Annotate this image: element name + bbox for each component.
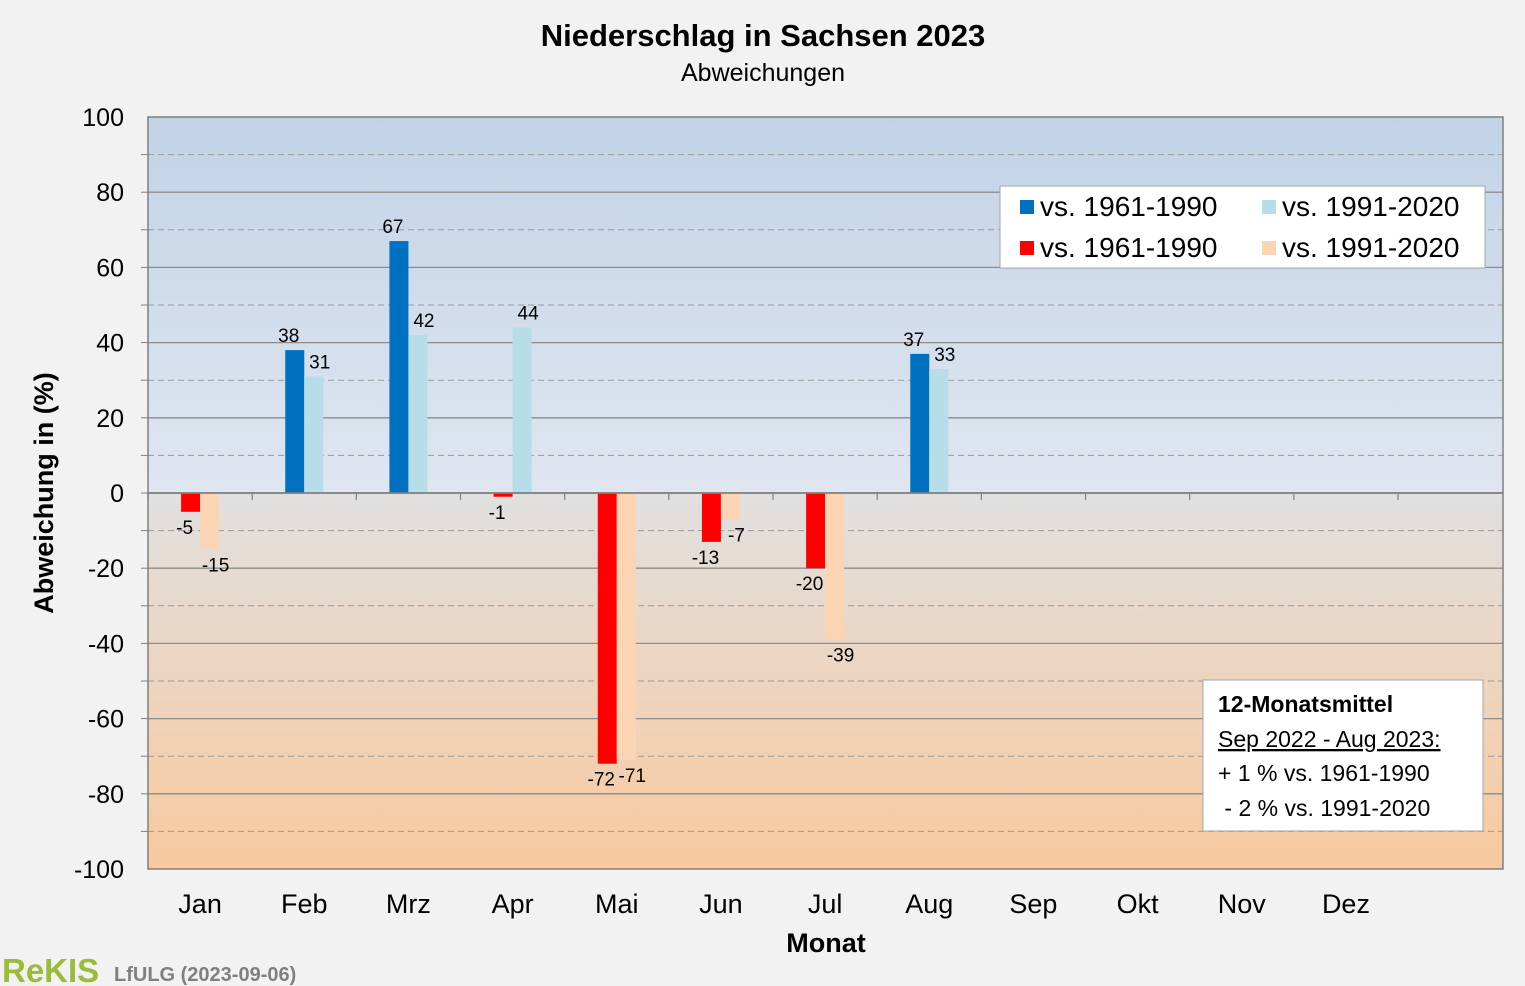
plot-border xyxy=(147,116,1504,870)
y-tick-label: -80 xyxy=(88,781,124,809)
bar xyxy=(493,493,513,497)
bar xyxy=(616,493,636,760)
x-tick-label: Mrz xyxy=(386,889,431,919)
legend-swatch xyxy=(1262,241,1276,255)
annotation-line-2: - 2 % vs. 1991-2020 xyxy=(1218,795,1430,821)
x-tick-label: Jun xyxy=(699,889,743,919)
y-axis-label: Abweichung in (%) xyxy=(29,372,59,613)
y-tick-label: -40 xyxy=(88,630,124,658)
annotation-frame xyxy=(1202,679,1484,832)
y-tick-label: -60 xyxy=(88,706,124,734)
bar xyxy=(910,353,930,493)
x-tick-label: Okt xyxy=(1117,889,1160,919)
x-tick-label: Sep xyxy=(1009,889,1057,919)
data-label: -5 xyxy=(176,518,193,539)
legend-label: vs. 1961-1990 xyxy=(1040,191,1217,222)
data-label: 42 xyxy=(413,311,434,332)
y-tick-label: -100 xyxy=(74,856,124,884)
data-label: 31 xyxy=(309,352,330,373)
bar xyxy=(597,493,617,764)
data-label: -39 xyxy=(827,646,854,667)
annotation-box: 12-Monatsmittel Sep 2022 - Aug 2023: + 1… xyxy=(1202,679,1484,832)
annotation-period: Sep 2022 - Aug 2023: xyxy=(1218,726,1441,752)
x-tick-label: Feb xyxy=(281,889,328,919)
bar xyxy=(181,493,201,512)
bar xyxy=(304,376,324,493)
legend-label: vs. 1991-2020 xyxy=(1282,232,1459,263)
bar xyxy=(200,493,220,550)
x-tick-label: Jul xyxy=(808,889,843,919)
bar xyxy=(929,368,949,493)
data-label: -71 xyxy=(619,766,646,787)
bar xyxy=(825,493,845,640)
bar xyxy=(806,493,826,569)
bar xyxy=(408,335,428,493)
y-axis-ticks: 100 80 60 40 20 0 -20 -40 -60 -80 -100 xyxy=(74,104,124,884)
y-tick-label: 80 xyxy=(96,179,124,207)
legend-swatch xyxy=(1020,241,1034,255)
y-tick-label: 60 xyxy=(96,254,124,282)
y-tick-label: 20 xyxy=(96,405,124,433)
x-tick-label: Mai xyxy=(595,889,639,919)
x-axis-label: Monat xyxy=(786,928,865,958)
y-tick-label: -20 xyxy=(88,555,124,583)
data-label: 67 xyxy=(382,217,403,238)
data-label: -7 xyxy=(728,525,745,546)
x-axis xyxy=(147,492,1503,500)
y-tick-label: 100 xyxy=(82,104,124,132)
data-label: -72 xyxy=(588,770,615,791)
legend-label: vs. 1961-1990 xyxy=(1040,232,1217,263)
bar xyxy=(285,350,305,493)
legend-label: vs. 1991-2020 xyxy=(1282,191,1459,222)
bar xyxy=(701,493,721,542)
annotation-heading: 12-Monatsmittel xyxy=(1218,691,1393,717)
data-label: -13 xyxy=(692,548,719,569)
data-label: 37 xyxy=(903,330,924,351)
data-label: -15 xyxy=(202,555,229,576)
y-tick-label: 40 xyxy=(96,330,124,358)
data-label: 44 xyxy=(518,304,540,325)
x-axis-ticks: Jan Feb Mrz Apr Mai Jun Jul Aug Sep Okt Nov Dez xyxy=(178,889,1370,919)
data-label: 33 xyxy=(934,345,955,366)
legend: vs. 1961-1990 vs. 1991-2020 vs. 1961-1990 v… xyxy=(999,185,1486,269)
rekis-logo: ReKIS xyxy=(2,952,99,986)
chart-subtitle: Abweichungen xyxy=(681,59,845,87)
x-tick-label: Dez xyxy=(1322,889,1370,919)
data-label: -1 xyxy=(489,503,506,524)
bar xyxy=(389,241,409,493)
bar xyxy=(720,493,740,520)
annotation-line-1: + 1 % vs. 1961-1990 xyxy=(1218,760,1430,786)
legend-swatch xyxy=(1262,200,1276,214)
legend-swatch xyxy=(1020,200,1034,214)
chart-title: Niederschlag in Sachsen 2023 xyxy=(541,18,986,53)
x-tick-label: Aug xyxy=(905,889,953,919)
x-tick-label: Jan xyxy=(178,889,222,919)
legend-box xyxy=(999,185,1486,269)
data-label: 38 xyxy=(278,326,299,347)
bar xyxy=(512,327,532,493)
bars: -5 38 67 -1 -72 -13 -20 37 -15 31 42 44 -71 -7 -39 33 xyxy=(176,217,955,791)
y-tick-label: 0 xyxy=(110,480,124,508)
footer-source: LfULG (2023-09-06) xyxy=(114,964,296,986)
x-tick-label: Nov xyxy=(1218,889,1267,919)
data-label: -20 xyxy=(796,574,823,595)
x-tick-label: Apr xyxy=(492,889,534,919)
